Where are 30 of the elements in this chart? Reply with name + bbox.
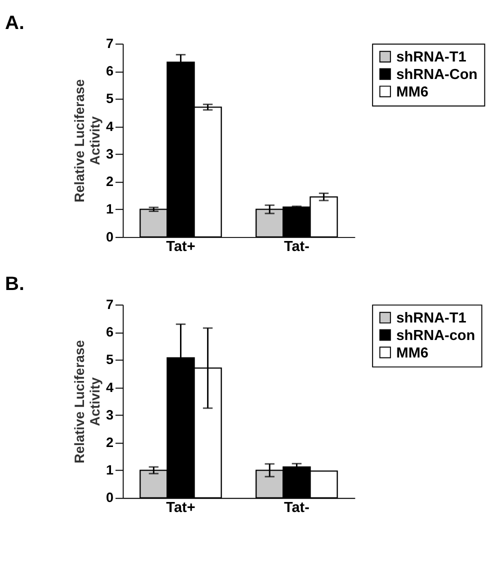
y-tick-label: 4 xyxy=(106,380,114,395)
y-tick-label: 6 xyxy=(106,324,114,340)
chart-title: B. xyxy=(5,274,24,296)
x-tick-label: Tat- xyxy=(284,500,310,516)
chart-title: A. xyxy=(5,13,24,34)
y-tick-label: 7 xyxy=(106,36,114,51)
y-tick-label: 6 xyxy=(106,64,114,79)
y-tick-label: 5 xyxy=(106,352,114,368)
y-axis-title: Relative Luciferase Activity xyxy=(72,78,102,202)
legend-label: shRNA-con xyxy=(396,328,476,344)
y-tick-label: 3 xyxy=(106,407,114,422)
y-tick-label: 1 xyxy=(106,462,114,478)
x-tick-label: Tat- xyxy=(284,238,310,255)
y-tick-label: 0 xyxy=(106,490,114,506)
y-tick-label: 2 xyxy=(106,435,114,450)
legend-label: MM6 xyxy=(396,345,428,362)
legend-label: shRNA-T1 xyxy=(396,310,466,326)
y-axis-title: Relative Luciferase Activity xyxy=(72,340,102,464)
y-tick-label: 2 xyxy=(106,174,114,190)
y-tick-label: 3 xyxy=(106,146,114,162)
y-tick-label: 5 xyxy=(106,91,114,106)
y-tick-label: 7 xyxy=(106,296,114,312)
y-tick-label: 1 xyxy=(106,202,114,217)
x-tick-label: Tat+ xyxy=(166,500,196,516)
y-tick-label: 4 xyxy=(106,118,114,134)
x-tick-label: Tat+ xyxy=(166,238,196,255)
legend-label: shRNA-Con xyxy=(396,66,478,83)
y-tick-label: 0 xyxy=(106,229,114,244)
legend-label: MM6 xyxy=(396,84,428,100)
legend-label: shRNA-T1 xyxy=(396,50,466,66)
